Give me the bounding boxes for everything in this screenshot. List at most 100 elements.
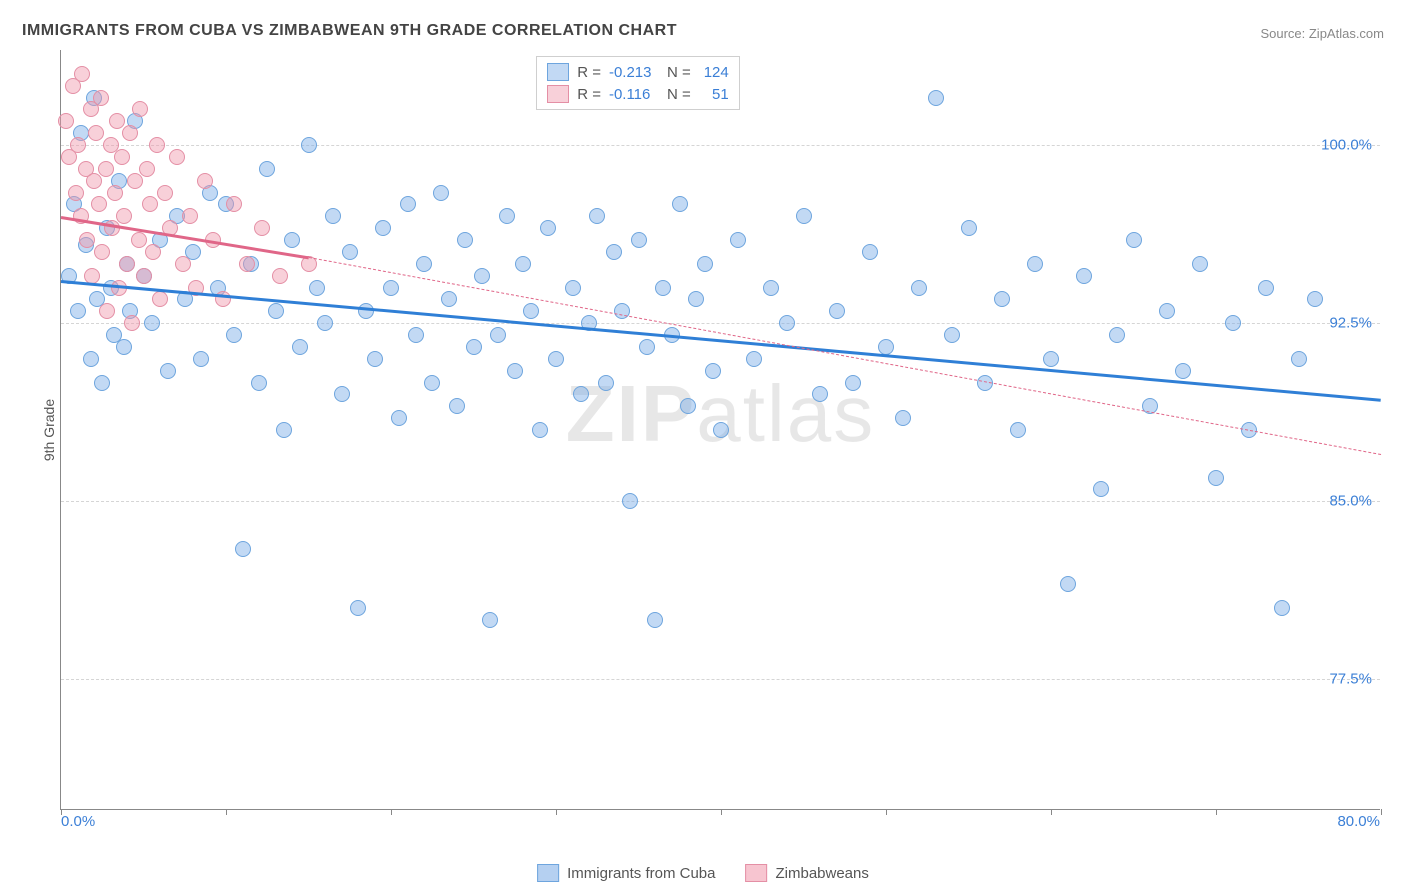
scatter-point [408, 327, 424, 343]
scatter-point [317, 315, 333, 331]
scatter-point [895, 410, 911, 426]
scatter-point [424, 375, 440, 391]
scatter-point [99, 303, 115, 319]
scatter-point [116, 208, 132, 224]
scatter-point [197, 173, 213, 189]
stats-row: R = -0.116N = 51 [547, 83, 729, 105]
x-tick [391, 809, 392, 815]
scatter-point [160, 363, 176, 379]
scatter-point [1109, 327, 1125, 343]
scatter-point [449, 398, 465, 414]
scatter-point [1126, 232, 1142, 248]
scatter-point [74, 66, 90, 82]
stats-row: R = -0.213N = 124 [547, 61, 729, 83]
scatter-point [812, 386, 828, 402]
chart-plot-area: ZIPatlas 77.5%85.0%92.5%100.0%0.0%80.0%R… [60, 50, 1380, 810]
x-tick [1051, 809, 1052, 815]
scatter-point [391, 410, 407, 426]
scatter-point [672, 196, 688, 212]
x-tick-label-left: 0.0% [61, 813, 95, 830]
scatter-point [145, 244, 161, 260]
scatter-point [1307, 291, 1323, 307]
scatter-point [532, 422, 548, 438]
scatter-point [334, 386, 350, 402]
scatter-point [83, 351, 99, 367]
scatter-point [639, 339, 655, 355]
legend-label: Immigrants from Cuba [567, 865, 715, 882]
scatter-point [697, 256, 713, 272]
x-tick [1216, 809, 1217, 815]
scatter-point [606, 244, 622, 260]
scatter-point [383, 280, 399, 296]
scatter-point [239, 256, 255, 272]
y-axis-label: 9th Grade [41, 399, 57, 461]
scatter-point [548, 351, 564, 367]
scatter-point [124, 315, 140, 331]
scatter-point [416, 256, 432, 272]
scatter-point [466, 339, 482, 355]
scatter-point [688, 291, 704, 307]
scatter-point [1076, 268, 1092, 284]
x-tick [721, 809, 722, 815]
scatter-point [98, 161, 114, 177]
scatter-point [482, 612, 498, 628]
y-tick-label: 77.5% [1329, 671, 1372, 688]
scatter-point [845, 375, 861, 391]
scatter-point [540, 220, 556, 236]
scatter-point [193, 351, 209, 367]
scatter-point [358, 303, 374, 319]
scatter-point [763, 280, 779, 296]
scatter-point [862, 244, 878, 260]
scatter-point [342, 244, 358, 260]
y-tick-label: 92.5% [1329, 315, 1372, 332]
legend-swatch [547, 63, 569, 81]
scatter-point [1225, 315, 1241, 331]
scatter-point [70, 137, 86, 153]
scatter-point [136, 268, 152, 284]
scatter-point [226, 196, 242, 212]
scatter-point [944, 327, 960, 343]
scatter-point [928, 90, 944, 106]
scatter-point [94, 375, 110, 391]
scatter-point [655, 280, 671, 296]
scatter-point [149, 137, 165, 153]
scatter-point [79, 232, 95, 248]
scatter-point [779, 315, 795, 331]
scatter-point [268, 303, 284, 319]
legend-swatch [745, 864, 767, 882]
scatter-point [139, 161, 155, 177]
scatter-point [251, 375, 267, 391]
scatter-point [523, 303, 539, 319]
source-link[interactable]: ZipAtlas.com [1309, 26, 1384, 41]
scatter-point [1043, 351, 1059, 367]
scatter-point [284, 232, 300, 248]
scatter-point [259, 161, 275, 177]
scatter-point [1010, 422, 1026, 438]
scatter-point [301, 137, 317, 153]
scatter-point [573, 386, 589, 402]
scatter-point [507, 363, 523, 379]
scatter-point [152, 291, 168, 307]
scatter-point [94, 244, 110, 260]
scatter-point [122, 125, 138, 141]
scatter-point [367, 351, 383, 367]
scatter-point [589, 208, 605, 224]
scatter-point [730, 232, 746, 248]
bottom-legend: Immigrants from CubaZimbabweans [537, 864, 869, 882]
scatter-point [705, 363, 721, 379]
scatter-point [375, 220, 391, 236]
x-tick [556, 809, 557, 815]
scatter-point [746, 351, 762, 367]
scatter-point [226, 327, 242, 343]
scatter-point [878, 339, 894, 355]
scatter-point [107, 185, 123, 201]
scatter-point [1027, 256, 1043, 272]
scatter-point [1208, 470, 1224, 486]
scatter-point [614, 303, 630, 319]
scatter-point [433, 185, 449, 201]
scatter-point [116, 339, 132, 355]
scatter-point [796, 208, 812, 224]
scatter-point [1175, 363, 1191, 379]
gridline [61, 679, 1380, 680]
scatter-point [994, 291, 1010, 307]
